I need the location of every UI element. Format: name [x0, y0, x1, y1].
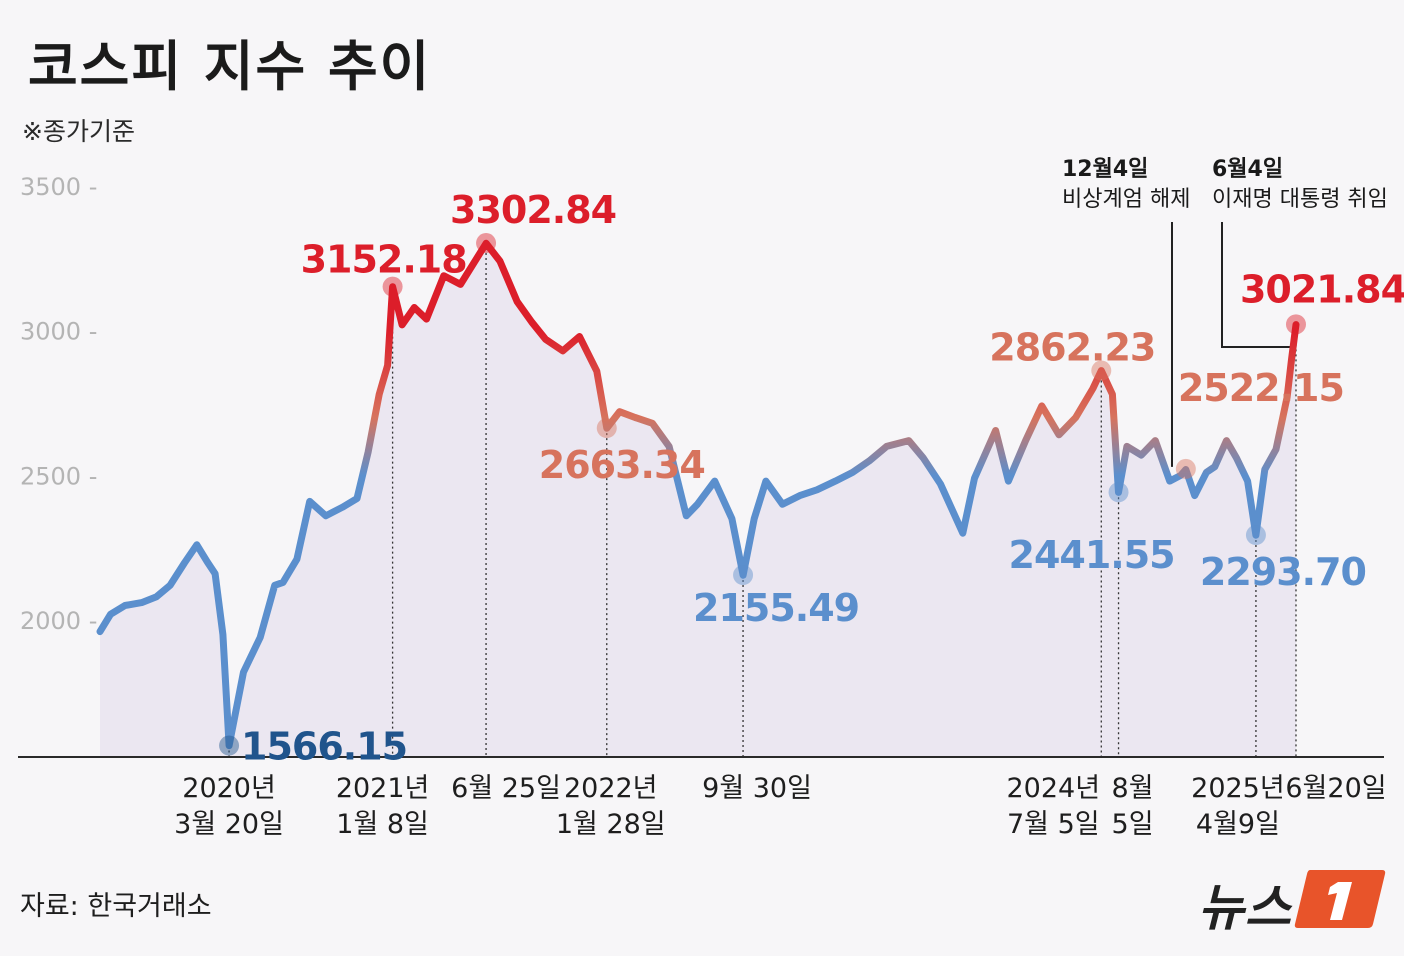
date-label: 2020년 — [182, 773, 276, 804]
value-label: 1566.15 — [241, 725, 407, 769]
date-label: 4월9일 — [1196, 809, 1280, 840]
value-label: 2293.70 — [1200, 550, 1366, 594]
highlight-point — [1175, 458, 1196, 479]
news1-logo: 뉴스 — [1192, 862, 1388, 937]
event-leader-line — [1221, 222, 1290, 348]
date-labels: 2020년 3월 20일 2021년 1월 8일 6월 25일 2022년 1월 28일 9월… — [174, 773, 1386, 840]
event-date: 6월4일 — [1212, 157, 1283, 182]
date-label: 2021년 — [336, 773, 430, 804]
highlight-point — [1108, 482, 1129, 503]
value-label: 3021.84 — [1240, 267, 1404, 311]
highlight-point — [382, 276, 403, 297]
date-label: 9월 30일 — [702, 773, 812, 804]
value-label: 2441.55 — [1009, 533, 1175, 577]
date-label: 5일 — [1112, 809, 1154, 840]
date-label: 6월20일 — [1285, 773, 1386, 804]
y-tick-label: 2000 - — [20, 607, 97, 635]
value-label: 2155.49 — [693, 586, 859, 630]
highlight-points — [219, 233, 1306, 756]
highlight-point — [1285, 314, 1306, 335]
chart-subtitle: ※종가기준 — [22, 117, 135, 146]
annotation-guides — [228, 243, 1297, 757]
highlight-point — [733, 565, 754, 586]
value-label: 2862.23 — [989, 326, 1155, 370]
event-date: 12월4일 — [1062, 157, 1148, 182]
area-fill — [100, 243, 1296, 758]
y-axis: 2000 - 2500 - 3000 - 3500 - — [20, 173, 97, 635]
date-label: 1월 8일 — [336, 809, 429, 840]
highlight-point — [1245, 525, 1266, 546]
event-text: 이재명 대통령 취임 — [1212, 187, 1388, 212]
y-tick-label: 3500 - — [20, 173, 97, 201]
highlight-point — [219, 735, 240, 756]
value-label: 3302.84 — [450, 188, 616, 232]
logo-text: 뉴스 — [1198, 879, 1292, 937]
date-label: 1월 28일 — [556, 809, 666, 840]
highlight-point — [1091, 360, 1112, 381]
date-label: 3월 20일 — [174, 809, 284, 840]
date-label: 2024년 — [1007, 773, 1101, 804]
date-label: 2022년 — [564, 773, 658, 804]
value-label: 3152.18 — [301, 238, 467, 282]
value-label: 2522.15 — [1178, 366, 1344, 410]
source-note: 자료: 한국거래소 — [20, 891, 212, 922]
value-labels: 1566.15 3152.18 3302.84 2663.34 2155.49 2862.… — [241, 188, 1404, 768]
logo-mark-icon — [1294, 870, 1386, 928]
value-label: 2663.34 — [539, 443, 705, 487]
highlight-point — [596, 418, 617, 439]
highlight-point — [476, 233, 497, 254]
date-label: 2025년 — [1191, 773, 1285, 804]
series-line — [96, 239, 1300, 750]
date-label: 7월 5일 — [1007, 809, 1100, 840]
date-label: 8월 — [1112, 773, 1154, 804]
y-tick-label: 2500 - — [20, 462, 97, 490]
page-title: 코스피 지수 추이 — [28, 35, 432, 98]
y-tick-label: 3000 - — [20, 318, 97, 346]
event-text: 비상계엄 해제 — [1062, 187, 1190, 212]
date-label: 6월 25일 — [451, 773, 561, 804]
